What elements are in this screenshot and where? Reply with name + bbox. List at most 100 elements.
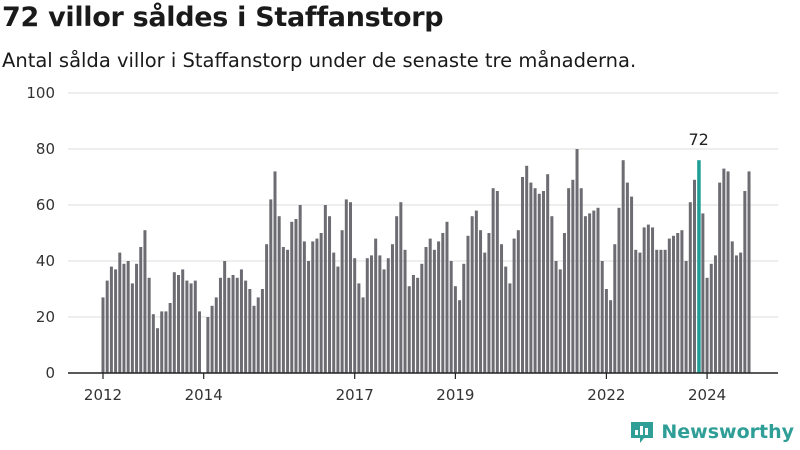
bar [466, 235, 470, 373]
bar [588, 213, 592, 373]
bar [659, 249, 663, 373]
bar [416, 277, 420, 373]
bar [651, 227, 655, 373]
bar [177, 275, 181, 373]
chart-subtitle: Antal sålda villor i Staffanstorp under … [2, 49, 637, 72]
bar [562, 233, 566, 373]
y-tick-label: 0 [45, 364, 55, 382]
bar [395, 216, 399, 373]
bar [210, 305, 214, 373]
bar [734, 255, 738, 373]
bar [328, 216, 332, 373]
bar [332, 252, 336, 373]
bar [265, 244, 269, 373]
bar [541, 191, 545, 373]
bar [239, 269, 243, 373]
bar [227, 277, 231, 373]
bar [722, 168, 726, 373]
bar [676, 233, 680, 373]
bar [281, 247, 285, 373]
bar [558, 269, 562, 373]
bar [667, 238, 671, 373]
x-tick-label: 2012 [84, 386, 122, 404]
bar [592, 210, 596, 373]
bar [336, 266, 340, 373]
bar [260, 289, 264, 373]
bar [185, 280, 189, 373]
bar [516, 230, 520, 373]
bar [118, 252, 122, 373]
bar [109, 266, 113, 373]
bar [709, 263, 713, 373]
bar [168, 303, 172, 373]
bar [290, 221, 294, 373]
y-tick-label: 20 [36, 308, 55, 326]
bar [491, 188, 495, 373]
bar [474, 210, 478, 373]
data-label: 72 [689, 130, 709, 149]
bar [638, 252, 642, 373]
bar [386, 258, 390, 373]
bar [579, 188, 583, 373]
bar [114, 269, 118, 373]
bar [411, 275, 415, 373]
x-tick-label: 2019 [436, 386, 474, 404]
bar [361, 297, 365, 373]
bar [357, 283, 361, 373]
bar [164, 311, 168, 373]
bar [441, 233, 445, 373]
bar [130, 283, 134, 373]
bar [315, 238, 319, 373]
bar [105, 280, 109, 373]
bar [600, 261, 604, 373]
bar [223, 261, 227, 373]
bar [596, 207, 600, 373]
bar [189, 283, 193, 373]
y-tick-label: 60 [36, 196, 55, 214]
bar [244, 280, 248, 373]
bar [739, 252, 743, 373]
bar [575, 149, 579, 373]
bar [214, 297, 218, 373]
bar [705, 277, 709, 373]
bar [533, 188, 537, 373]
bar [625, 182, 629, 373]
bar [231, 275, 235, 373]
bar [437, 241, 441, 373]
bar [248, 289, 252, 373]
bar [160, 311, 164, 373]
bar-highlighted [697, 160, 701, 373]
bar [550, 216, 554, 373]
bar [554, 261, 558, 373]
newsworthy-chart-icon [631, 422, 654, 443]
bar [529, 182, 533, 373]
bar [680, 230, 684, 373]
bar [693, 179, 696, 373]
x-tick-label: 2017 [336, 386, 374, 404]
bar [634, 249, 638, 373]
bar [462, 263, 466, 373]
bar [340, 230, 344, 373]
bar [453, 286, 457, 373]
newsworthy-logo: Newsworthy [629, 419, 794, 445]
bar [143, 230, 147, 373]
y-tick-label: 40 [36, 252, 55, 270]
bar [571, 179, 575, 373]
bar [500, 244, 504, 373]
bar [525, 165, 529, 373]
bar [495, 191, 499, 373]
bar [323, 205, 327, 373]
bar [273, 171, 277, 373]
newsworthy-logo-text: Newsworthy [661, 421, 794, 443]
bar [181, 269, 185, 373]
bar [617, 207, 621, 373]
bar [688, 202, 692, 373]
bar [743, 191, 747, 373]
bar [424, 247, 428, 373]
bar [470, 216, 474, 373]
bar [382, 269, 386, 373]
bar [504, 266, 508, 373]
bar [672, 235, 676, 373]
bar [445, 221, 449, 373]
bar [718, 182, 722, 373]
